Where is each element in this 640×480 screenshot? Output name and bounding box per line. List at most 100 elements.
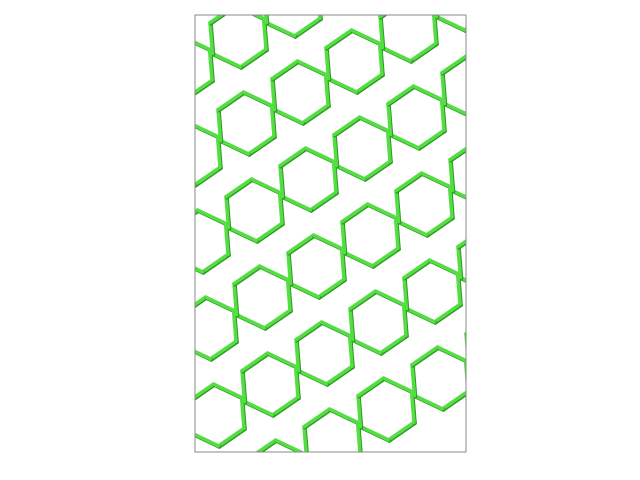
lattice-edge bbox=[370, 246, 400, 268]
lattice-edge bbox=[424, 215, 454, 237]
lattice-edge bbox=[440, 390, 466, 411]
lattice-edge bbox=[348, 0, 374, 5]
lattice-edge-shadow bbox=[135, 433, 137, 464]
lattice-edge bbox=[195, 78, 214, 95]
lattice-edge bbox=[239, 395, 246, 431]
lattice-edge bbox=[264, 20, 297, 38]
lattice-edge bbox=[278, 146, 308, 168]
lattice-edge bbox=[203, 295, 236, 313]
lattice-edge bbox=[210, 51, 243, 69]
lattice-edge bbox=[264, 15, 269, 25]
lattice-edge-shadow bbox=[335, 454, 361, 472]
lattice-edge bbox=[324, 28, 354, 50]
lattice-edge bbox=[311, 233, 344, 251]
lattice-edge-shadow bbox=[173, 228, 175, 259]
lattice-edge bbox=[286, 250, 293, 286]
lattice-edge bbox=[496, 360, 522, 378]
lattice-edge bbox=[241, 90, 274, 108]
lattice-edge bbox=[410, 362, 417, 398]
lattice-edge-shadow bbox=[127, 329, 153, 347]
lattice-edge bbox=[402, 275, 409, 311]
lattice-edge bbox=[458, 275, 466, 283]
lattice-edge bbox=[270, 395, 300, 417]
lattice-edge-shadow bbox=[157, 54, 159, 85]
lattice-edge-shadow bbox=[476, 143, 504, 156]
lattice-edge bbox=[520, 329, 522, 360]
lattice-edge bbox=[200, 252, 230, 274]
lattice-edge bbox=[358, 451, 362, 452]
lattice-edge bbox=[419, 171, 452, 189]
lattice-edge bbox=[332, 115, 362, 137]
lattice-edge bbox=[362, 159, 392, 181]
lattice-edge bbox=[126, 346, 128, 377]
lattice-edge bbox=[195, 40, 212, 52]
lattice-edge bbox=[410, 345, 440, 367]
lattice-edge-shadow bbox=[137, 464, 165, 477]
lattice-edge bbox=[134, 433, 136, 464]
lattice-edge bbox=[242, 399, 275, 417]
lattice-edge bbox=[234, 312, 267, 330]
lattice-edge bbox=[224, 194, 231, 230]
lattice-edge bbox=[262, 308, 292, 330]
lattice-edge bbox=[249, 177, 282, 195]
lattice-edge-shadow bbox=[165, 460, 191, 478]
lattice-edge-shadow bbox=[321, 0, 349, 6]
lattice-edge bbox=[319, 320, 352, 338]
lattice-edge bbox=[261, 16, 268, 52]
lattice-edge bbox=[156, 372, 182, 390]
lattice-edge-shadow bbox=[520, 330, 522, 361]
lattice-edge bbox=[439, 97, 446, 133]
lattice-edge bbox=[456, 239, 466, 249]
lattice-edge bbox=[195, 266, 205, 274]
lattice-edge bbox=[294, 320, 324, 342]
lattice-edge bbox=[207, 47, 214, 83]
lattice-edge bbox=[195, 208, 228, 226]
lattice-edge bbox=[394, 171, 424, 193]
lattice-edge bbox=[404, 306, 437, 324]
lattice-edge-shadow bbox=[473, 100, 499, 118]
lattice-edge bbox=[377, 41, 384, 77]
lattice-edge bbox=[348, 306, 355, 342]
lattice-edge bbox=[340, 219, 347, 255]
lattice-edge bbox=[464, 331, 466, 336]
lattice-edge bbox=[277, 190, 284, 226]
lattice-edge-shadow bbox=[195, 183, 198, 188]
lattice-edge bbox=[265, 351, 298, 369]
lattice-edge bbox=[152, 328, 180, 341]
lattice-edge bbox=[427, 258, 460, 276]
lattice-edge bbox=[216, 107, 223, 143]
lattice-edge bbox=[238, 47, 268, 69]
lattice-edge bbox=[342, 250, 375, 268]
lattice-edge bbox=[356, 393, 363, 429]
lattice-edge bbox=[462, 26, 466, 32]
lattice-edge-shadow bbox=[181, 315, 183, 346]
lattice-edge bbox=[412, 393, 445, 411]
lattice-edge bbox=[378, 15, 386, 19]
lattice-edge bbox=[278, 163, 285, 199]
lattice-edge bbox=[381, 376, 414, 394]
lattice-edge bbox=[347, 333, 354, 369]
lattice-edge bbox=[180, 341, 182, 372]
lattice-edge bbox=[331, 159, 338, 195]
lattice-edge bbox=[231, 308, 238, 344]
lattice-edge bbox=[302, 424, 308, 452]
lattice-edge bbox=[411, 84, 444, 102]
lattice-edge bbox=[402, 258, 432, 280]
lattice-edge bbox=[254, 221, 284, 243]
lattice-edge bbox=[270, 76, 277, 112]
lattice-edge-shadow bbox=[127, 346, 129, 377]
lattice-edge bbox=[164, 141, 166, 172]
lattice-edge-shadow bbox=[159, 85, 187, 98]
lattice-edge bbox=[195, 165, 222, 187]
lattice-edge-shadow bbox=[129, 377, 157, 390]
lattice-edge bbox=[393, 215, 400, 251]
lattice-edge-shadow bbox=[165, 124, 191, 142]
lattice-edge bbox=[386, 84, 416, 106]
lattice-edge bbox=[215, 134, 222, 170]
lattice-edge-shadow bbox=[468, 56, 496, 69]
lattice-edge bbox=[409, 389, 416, 425]
lattice-edge bbox=[280, 194, 313, 212]
lattice-edge bbox=[401, 302, 408, 338]
lattice-edge bbox=[232, 264, 262, 286]
